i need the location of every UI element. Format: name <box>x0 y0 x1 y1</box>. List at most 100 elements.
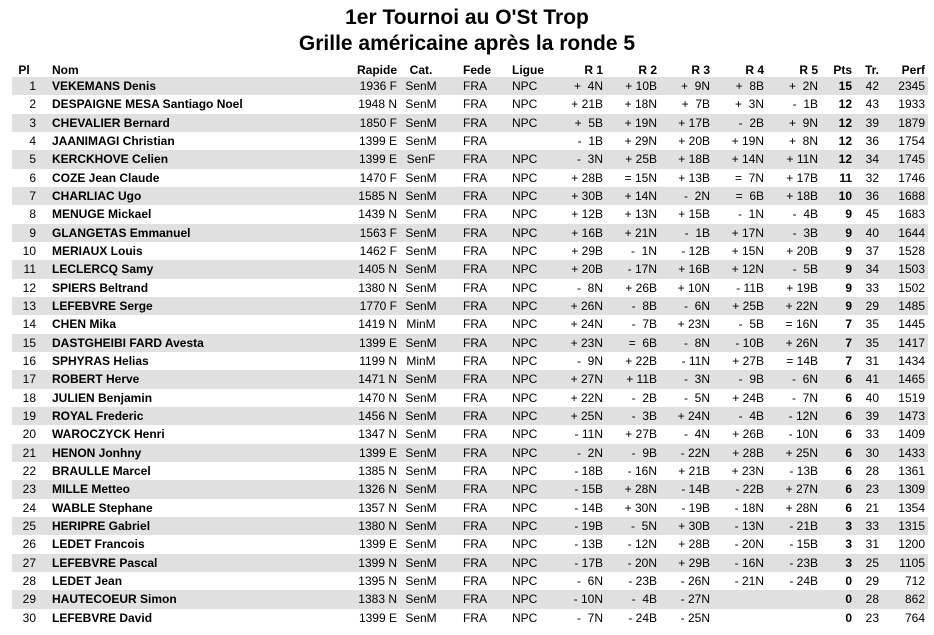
cell-round-4: - 22B <box>735 482 764 497</box>
table-row: 8 MENUGE Mickael 1439 N SenM FRA NPC + 12B + 13… <box>12 205 928 223</box>
header-category: Cat. <box>409 63 433 77</box>
cell-rating: 1326 N <box>358 482 397 497</box>
cell-round-3: + 18B <box>678 152 710 167</box>
cell-round-3: + 28B <box>678 537 710 552</box>
cell-league: NPC <box>512 372 538 387</box>
cell-round-2: + 19N <box>624 115 657 130</box>
cell-category: SenM <box>405 592 437 607</box>
cell-federation: FRA <box>463 353 487 368</box>
table-row: 27 LEFEBVRE Pascal 1399 N SenM FRA NPC - 17B - … <box>12 553 928 572</box>
cell-round-1: + 23N <box>570 335 603 350</box>
table-row: 11 LECLERCQ Samy 1405 N SenM FRA NPC + 20B - 17… <box>12 260 928 279</box>
cell-name: MILLE Metteo <box>52 482 130 497</box>
cell-tiebreak: 36 <box>865 133 879 148</box>
cell-round-4: + 3N <box>734 97 764 112</box>
cell-federation: FRA <box>463 500 487 515</box>
cell-name: ROYAL Frederic <box>52 408 144 423</box>
table-row: 26 LEDET Francois 1399 E SenM FRA NPC - 13B - 1… <box>12 535 928 553</box>
cell-performance: 1434 <box>898 353 925 368</box>
cell-federation: FRA <box>463 427 487 442</box>
cell-rating: 1936 F <box>359 79 397 93</box>
cell-performance: 1473 <box>898 408 925 423</box>
cell-points: 9 <box>845 243 852 258</box>
cell-round-3: - 27N <box>680 592 710 607</box>
cell-tiebreak: 34 <box>865 152 879 167</box>
cell-points: 0 <box>845 610 852 625</box>
cell-federation: FRA <box>463 390 487 405</box>
header-name: Nom <box>52 63 79 77</box>
cell-round-3: - 6N <box>683 298 710 313</box>
cell-category: SenM <box>405 463 437 478</box>
cell-federation: FRA <box>463 555 487 570</box>
cell-round-2: + 21N <box>624 225 657 240</box>
table-row: 12 SPIERS Beltrand 1380 N SenM FRA NPC - 8N + 2… <box>12 279 928 297</box>
cell-league: NPC <box>512 445 538 460</box>
cell-name: GLANGETAS Emmanuel <box>52 225 191 240</box>
table-row: 2 DESPAIGNE MESA Santiago Noel 1948 N SenM F… <box>12 95 928 113</box>
cell-round-5: - 5B <box>792 262 818 277</box>
cell-round-1: + 22N <box>570 390 603 405</box>
cell-round-4: + 8B <box>735 79 764 93</box>
cell-round-3: + 20B <box>678 133 710 148</box>
cell-federation: FRA <box>463 225 487 240</box>
cell-round-1: + 12B <box>571 207 603 222</box>
cell-league: NPC <box>512 390 538 405</box>
cell-performance: 1933 <box>898 97 925 112</box>
cell-round-3: + 29B <box>678 555 710 570</box>
cell-round-1: + 28B <box>571 170 603 185</box>
cell-performance: 1745 <box>898 152 925 167</box>
cell-round-1: - 19B <box>574 518 603 533</box>
cell-league: NPC <box>512 518 538 533</box>
cell-round-1: - 9N <box>576 353 603 368</box>
cell-points: 10 <box>838 188 852 203</box>
cell-round-1: + 26N <box>570 298 603 313</box>
cell-federation: FRA <box>463 592 487 607</box>
cell-federation: FRA <box>463 133 487 148</box>
standings-subtitle: Grille américaine après la ronde 5 <box>298 32 636 55</box>
cell-round-3: - 5N <box>683 390 710 405</box>
cell-round-4: - 16N <box>734 555 764 570</box>
table-row: 14 CHEN Mika 1419 N MinM FRA NPC + 24N - 7B + 23… <box>12 315 928 333</box>
cell-tiebreak: 37 <box>865 243 879 258</box>
cell-round-3: + 13B <box>678 170 710 185</box>
cell-league: NPC <box>512 537 538 552</box>
cell-rating: 1383 N <box>358 592 397 607</box>
cell-round-5: - 1B <box>792 97 818 112</box>
cell-round-3: - 26N <box>680 573 710 588</box>
cell-performance: 1200 <box>898 537 925 552</box>
cell-category: SenM <box>405 262 437 277</box>
cell-place: 11 <box>23 262 36 277</box>
cell-round-4: - 20N <box>734 537 764 552</box>
cell-round-5: - 3B <box>792 225 818 240</box>
cell-points: 0 <box>845 573 852 588</box>
cell-round-1: + 29B <box>571 243 603 258</box>
cell-round-2: + 26B <box>625 280 657 295</box>
table-row: 28 LEDET Jean 1395 N SenM FRA NPC - 6N - 23B - 2… <box>12 572 928 590</box>
cell-points: 6 <box>845 390 852 405</box>
cell-round-3: - 11N <box>681 353 710 368</box>
cell-name: HAUTECOEUR Simon <box>52 592 177 607</box>
cell-points: 6 <box>845 408 852 423</box>
cell-round-4: - 10B <box>735 335 764 350</box>
cell-place: 13 <box>22 298 36 313</box>
cell-tiebreak: 32 <box>865 170 879 185</box>
cell-rating: 1585 N <box>358 188 397 203</box>
cell-federation: FRA <box>463 280 487 295</box>
table-header: Pl Nom Rapide Cat. Fede Ligue R 1 R 2 R 3 R 4 R 5 P… <box>12 61 928 79</box>
cell-round-4: = 6B <box>735 188 764 203</box>
cell-round-5: + 19B <box>786 280 818 295</box>
cell-round-5: + 20B <box>786 243 818 258</box>
cell-name: MENUGE Mickael <box>52 207 152 222</box>
cell-performance: 1528 <box>898 243 925 258</box>
header-points: Pts <box>833 63 852 77</box>
header-tiebreak: Tr. <box>864 63 879 77</box>
cell-round-2: - 20N <box>627 555 657 570</box>
cell-league: NPC <box>512 573 538 588</box>
cell-round-3: + 9N <box>680 79 710 93</box>
cell-round-2: - 24B <box>628 610 657 625</box>
cell-round-2: + 22B <box>625 353 657 368</box>
cell-league: NPC <box>512 427 538 442</box>
cell-tiebreak: 31 <box>865 537 879 552</box>
cell-round-3: - 1B <box>684 225 710 240</box>
cell-federation: FRA <box>463 243 487 258</box>
